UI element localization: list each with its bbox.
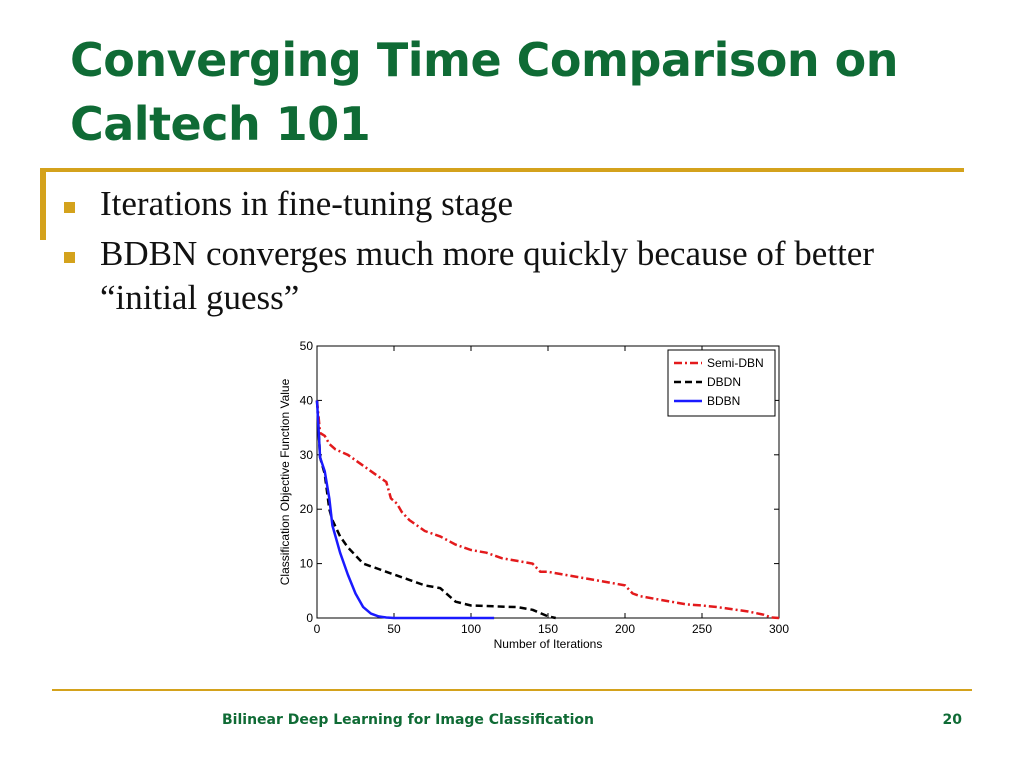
y-tick-label: 40 [300, 393, 314, 407]
x-tick-label: 300 [769, 622, 789, 636]
y-tick-label: 50 [300, 339, 314, 353]
bullet-list: Iterations in fine-tuning stage BDBN con… [58, 182, 958, 326]
y-tick-label: 10 [300, 557, 314, 571]
chart-legend: Semi-DBN DBDN BDBN [667, 349, 776, 417]
bullet-text: BDBN converges much more quickly because… [100, 234, 874, 317]
series-line-semi-dbn [315, 400, 780, 620]
series-line-bdbn [315, 400, 495, 620]
slide-title: Converging Time Comparison on Caltech 10… [70, 33, 898, 151]
footer-title: Bilinear Deep Learning for Image Classif… [222, 712, 594, 728]
square-bullet-icon [64, 202, 75, 213]
x-tick-label: 100 [461, 622, 481, 636]
x-tick-label: 50 [387, 622, 401, 636]
legend-label: DBDN [707, 375, 741, 389]
title-divider [40, 168, 964, 172]
x-tick-label: 200 [615, 622, 635, 636]
page-number: 20 [942, 712, 962, 728]
y-tick-label: 30 [300, 448, 314, 462]
x-tick-label: 150 [538, 622, 558, 636]
y-tick-label: 20 [300, 502, 314, 516]
x-tick-label: 0 [314, 622, 321, 636]
square-bullet-icon [64, 252, 75, 263]
legend-label: BDBN [707, 394, 740, 408]
y-axis-ticks: 0 10 20 30 40 50 [300, 339, 779, 625]
y-tick-label: 0 [306, 611, 313, 625]
x-axis-label: Number of Iterations [494, 637, 603, 651]
series-line-dbdn [315, 400, 556, 620]
bullet-text: Iterations in fine-tuning stage [100, 184, 514, 223]
x-axis-ticks: 0 50 100 150 200 250 300 [314, 346, 789, 636]
x-tick-label: 250 [692, 622, 712, 636]
side-accent-bar [40, 168, 46, 240]
bullet-item: Iterations in fine-tuning stage [58, 182, 958, 226]
legend-label: Semi-DBN [707, 356, 764, 370]
bullet-item: BDBN converges much more quickly because… [58, 232, 958, 320]
convergence-line-chart: 0 50 100 150 200 250 300 0 10 20 30 40 50 Number of… [278, 339, 789, 651]
footer-divider [52, 689, 972, 691]
series-lines [315, 400, 780, 620]
y-axis-label: Classification Objective Function Value [278, 378, 292, 585]
